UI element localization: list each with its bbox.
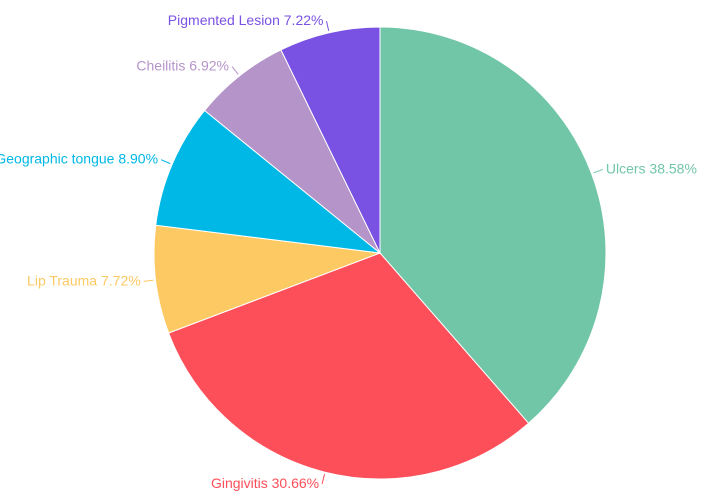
slice-label-name: Cheilitis	[136, 57, 185, 73]
slice-label-value: 7.72%	[101, 272, 141, 288]
label-connector	[160, 159, 171, 165]
slice-label: Cheilitis 6.92%	[136, 57, 229, 73]
slice-label-name: Ulcers	[606, 160, 646, 176]
pie-slice	[155, 109, 382, 254]
label-connector	[325, 20, 330, 31]
slice-label-value: 38.58%	[649, 160, 696, 176]
label-connector	[231, 66, 239, 75]
slice-label-name: Gingivitis	[211, 475, 268, 491]
slice-label: Pigmented Lesion 7.22%	[168, 12, 324, 28]
slice-label-value: 30.66%	[272, 475, 319, 491]
slice-label-name: Pigmented Lesion	[168, 12, 280, 28]
slice-label: Ulcers 38.58%	[606, 160, 697, 176]
pie-slice	[167, 252, 530, 480]
pie-slice	[280, 26, 381, 254]
slice-label-name: Lip Trauma	[27, 272, 97, 288]
slice-label-value: 6.92%	[189, 57, 229, 73]
label-connector	[593, 168, 604, 174]
slice-label-value: 8.90%	[118, 150, 158, 166]
slice-label: Lip Trauma 7.72%	[27, 272, 141, 288]
pie-slice	[153, 224, 381, 334]
label-connector	[321, 474, 326, 484]
slice-label-name: Geographic tongue	[0, 150, 115, 166]
label-connector	[143, 279, 154, 282]
slice-label-value: 7.22%	[284, 12, 324, 28]
slice-label: Geographic tongue 8.90%	[0, 150, 158, 166]
pie-slice	[379, 26, 607, 424]
slice-label: Gingivitis 30.66%	[211, 475, 319, 491]
